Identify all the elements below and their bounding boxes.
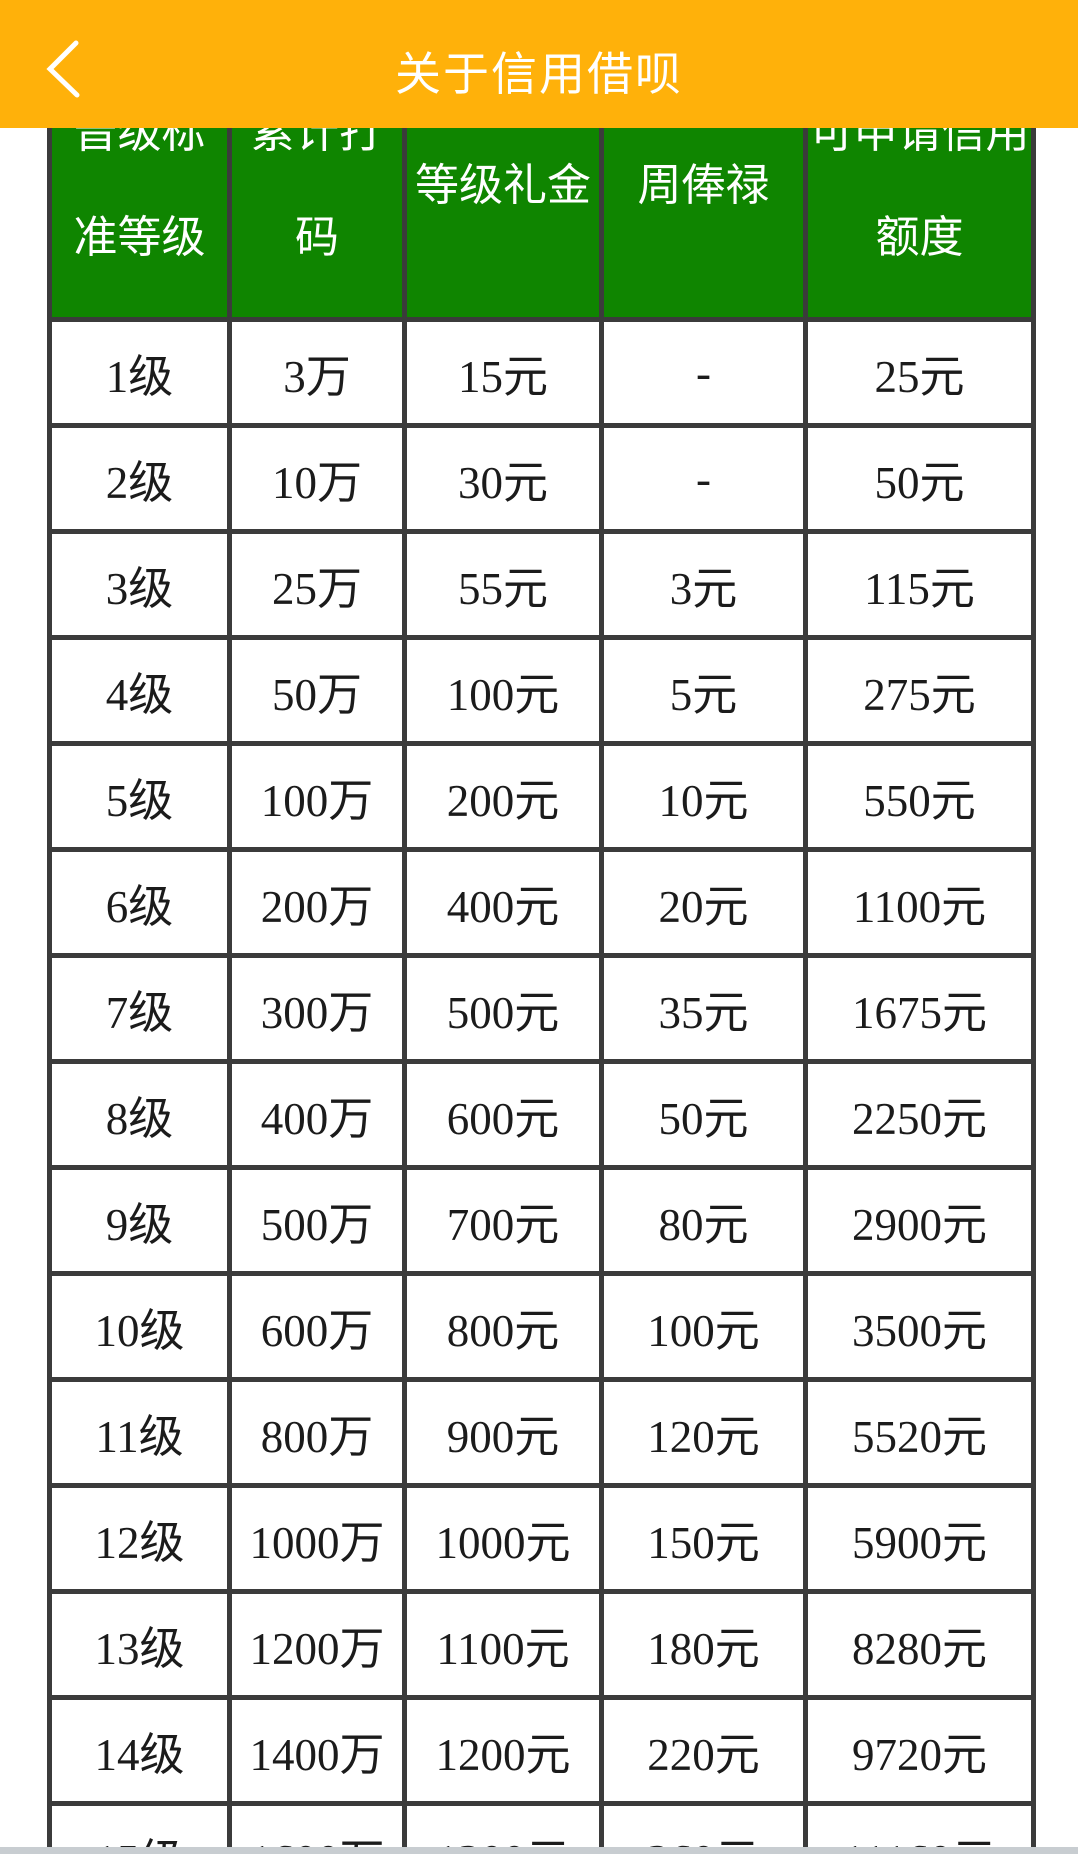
table-cell: 50元 [599, 1059, 808, 1170]
table-cell: 2900元 [803, 1165, 1036, 1276]
table-cell: 220元 [599, 1695, 808, 1806]
table-cell: 3元 [599, 529, 808, 640]
table-row: 5级 100万 200元 10元 550元 [47, 741, 1036, 852]
table-cell: 5级 [47, 741, 232, 852]
table-cell: 300万 [227, 953, 407, 1064]
table-cell: 50万 [227, 635, 407, 746]
table-cell: 50元 [803, 423, 1036, 534]
table-cell: 3级 [47, 529, 232, 640]
table-cell: 500万 [227, 1165, 407, 1276]
table-cell: 30元 [402, 423, 604, 534]
table-cell: 6级 [47, 847, 232, 958]
table-cell: 1400万 [227, 1695, 407, 1806]
table-row: 4级 50万 100元 5元 275元 [47, 635, 1036, 746]
table-cell: 1675元 [803, 953, 1036, 1064]
table-cell: 10级 [47, 1271, 232, 1382]
table-row: 11级 800万 900元 120元 5520元 [47, 1377, 1036, 1488]
table-cell: 700元 [402, 1165, 604, 1276]
table-row: 1级 3万 15元 -25元 [47, 317, 1036, 428]
table-cell: 5元 [599, 635, 808, 746]
table-row: 10级 600万 800元 100元 3500元 [47, 1271, 1036, 1382]
table-cell: 800万 [227, 1377, 407, 1488]
table-row: 13级 1200万 1100元 180元 8280元 [47, 1589, 1036, 1700]
table-cell: - [599, 317, 808, 428]
table-cell: 900元 [402, 1377, 604, 1488]
table-cell: 20元 [599, 847, 808, 958]
table-cell: 9720元 [803, 1695, 1036, 1806]
table-cell: 8280元 [803, 1589, 1036, 1700]
table-cell: 80元 [599, 1165, 808, 1276]
table-cell: 100万 [227, 741, 407, 852]
table-cell: 13级 [47, 1589, 232, 1700]
table-cell: 3万 [227, 317, 407, 428]
page-title: 关于信用借呗 [395, 48, 683, 100]
table-row: 3级 25万 55元 3元 115元 [47, 529, 1036, 640]
table-cell: 2级 [47, 423, 232, 534]
table-cell: 100元 [599, 1271, 808, 1382]
table-cell: 55元 [402, 529, 604, 640]
table-cell: 11级 [47, 1377, 232, 1488]
table-row: 6级 200万 400元 20元 1100元 [47, 847, 1036, 958]
back-button[interactable] [28, 26, 98, 111]
table-cell: - [599, 423, 808, 534]
table-cell: 1100元 [402, 1589, 604, 1700]
table-cell: 14级 [47, 1695, 232, 1806]
table-row: 14级 1400万 1200元 220元 9720元 [47, 1695, 1036, 1806]
table-cell: 600万 [227, 1271, 407, 1382]
table-cell: 150元 [599, 1483, 808, 1594]
table-row: 2级 10万 30元 -50元 [47, 423, 1036, 534]
table-cell: 3500元 [803, 1271, 1036, 1382]
table-cell: 15元 [402, 317, 604, 428]
table-cell: 200元 [402, 741, 604, 852]
table-cell: 15级 [47, 1801, 232, 1854]
table-cell: 1200元 [402, 1695, 604, 1806]
table-cell: 100元 [402, 635, 604, 746]
table-cell: 5520元 [803, 1377, 1036, 1488]
table-cell: 180元 [599, 1589, 808, 1700]
table-cell: 1100元 [803, 847, 1036, 958]
bottom-edge-bar [0, 1847, 1078, 1854]
table-cell: 400元 [402, 847, 604, 958]
table-cell: 10万 [227, 423, 407, 534]
chevron-left-icon [46, 40, 80, 97]
levels-table: 晋级标 准等级 累计打 码 等级礼金 周俸禄 可申请信用 额度 1级 3万 15元 -… [47, 48, 1036, 1854]
table-cell: 10元 [599, 741, 808, 852]
table-row: 7级 300万 500元 35元 1675元 [47, 953, 1036, 1064]
table-cell: 11160元 [803, 1801, 1036, 1854]
table-cell: 1000元 [402, 1483, 604, 1594]
table-cell: 115元 [803, 529, 1036, 640]
table-cell: 1300元 [402, 1801, 604, 1854]
table-cell: 12级 [47, 1483, 232, 1594]
table-cell: 8级 [47, 1059, 232, 1170]
table-cell: 275元 [803, 635, 1036, 746]
table-cell: 600元 [402, 1059, 604, 1170]
table-cell: 25元 [803, 317, 1036, 428]
table-cell: 1000万 [227, 1483, 407, 1594]
table-cell: 2250元 [803, 1059, 1036, 1170]
table-row: 8级 400万 600元 50元 2250元 [47, 1059, 1036, 1170]
levels-table-container: 晋级标 准等级 累计打 码 等级礼金 周俸禄 可申请信用 额度 1级 3万 15元 -… [47, 48, 1036, 1854]
table-row: 12级 1000万 1000元 150元 5900元 [47, 1483, 1036, 1594]
table-cell: 5900元 [803, 1483, 1036, 1594]
table-cell: 1级 [47, 317, 232, 428]
table-row: 9级 500万 700元 80元 2900元 [47, 1165, 1036, 1276]
app-header: 关于信用借呗 [0, 0, 1078, 128]
table-cell: 9级 [47, 1165, 232, 1276]
table-cell: 25万 [227, 529, 407, 640]
table-cell: 35元 [599, 953, 808, 1064]
table-cell: 800元 [402, 1271, 604, 1382]
table-cell: 550元 [803, 741, 1036, 852]
table-cell: 1200万 [227, 1589, 407, 1700]
table-cell: 500元 [402, 953, 604, 1064]
table-cell: 4级 [47, 635, 232, 746]
table-cell: 200万 [227, 847, 407, 958]
table-cell: 120元 [599, 1377, 808, 1488]
table-cell: 7级 [47, 953, 232, 1064]
table-cell: 400万 [227, 1059, 407, 1170]
